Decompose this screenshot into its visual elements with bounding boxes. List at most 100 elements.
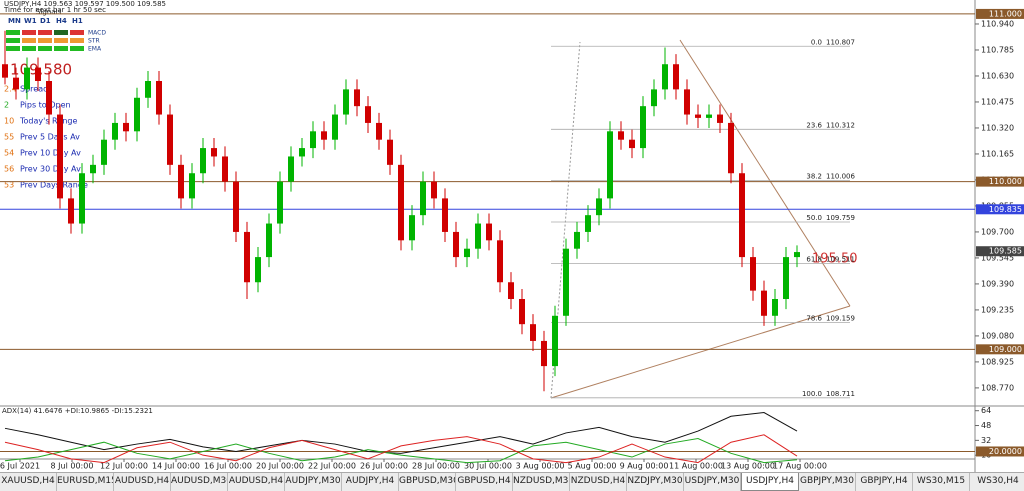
candle-body (255, 257, 261, 283)
candle-body (464, 248, 470, 258)
tab[interactable]: GBPUSD,M30 (399, 473, 456, 491)
candle-body (321, 131, 327, 140)
y-tick-label: 109.390 (981, 279, 1014, 288)
tab[interactable]: WS30,M15 (913, 473, 970, 491)
stat-number: 56 (4, 165, 14, 174)
tab[interactable]: GBPJPY,M30 (799, 473, 856, 491)
trend-line (679, 39, 851, 307)
candle-body (541, 340, 547, 367)
candle-body (332, 114, 338, 140)
candle-body (420, 181, 426, 216)
y-tick-label: 110.940 (981, 19, 1014, 28)
x-tick-label: 28 Jul 00:00 (412, 462, 460, 471)
candle-body (409, 215, 415, 241)
candle-body (46, 81, 52, 115)
candle-body (288, 156, 294, 182)
candle-body (662, 64, 668, 90)
tab[interactable]: EURUSD,M15 (57, 473, 114, 491)
chart: USDJPY,H4 109.563 109.597 109.500 109.58… (0, 0, 1024, 472)
stat-label: Prev Days Range (20, 181, 88, 190)
fib-price: 110.006 (826, 173, 855, 181)
y-tick-label: 32 (981, 436, 991, 445)
tab[interactable]: NZDUSD,M30 (513, 473, 570, 491)
indicator-line (4, 437, 798, 464)
x-tick-label: 5 Aug 00:00 (568, 462, 617, 471)
level-box (976, 344, 1024, 355)
stat-label: Prev 30 Day Av (20, 165, 81, 174)
y-tick-label: 110.630 (981, 71, 1014, 80)
y-tick-label: 110.785 (981, 45, 1014, 54)
candle-body (79, 173, 85, 224)
x-tick-label: 9 Aug 00:00 (620, 462, 669, 471)
candle-body (607, 131, 613, 199)
stat-label: Spread (20, 85, 48, 94)
fib-price: 110.312 (826, 121, 855, 129)
candle-body (178, 164, 184, 199)
candle-body (2, 64, 8, 78)
stat-number: 55 (4, 133, 14, 142)
y-tick-label: 110.320 (981, 123, 1014, 132)
candle-body (310, 131, 316, 149)
candle-body (266, 223, 272, 258)
candle-body (739, 173, 745, 258)
stat-number: 54 (4, 149, 14, 158)
fib-price: 109.159 (826, 315, 855, 323)
candle-body (211, 148, 217, 157)
indicator-line (4, 412, 798, 454)
tab[interactable]: NZDUSD,H4 (570, 473, 627, 491)
candle-body (728, 122, 734, 174)
trend-line (550, 305, 851, 399)
tab[interactable]: XAUUSD,H4 (0, 473, 57, 491)
candle-body (431, 181, 437, 199)
x-tick-label: 16 Jul 00:00 (204, 462, 252, 471)
candle-body (156, 81, 162, 115)
tab[interactable]: USDJPY,M30 (684, 473, 741, 491)
candle-body (112, 122, 118, 140)
signal-label: STR (88, 38, 100, 45)
x-tick-label: 3 Aug 00:00 (516, 462, 565, 471)
price-label: 109.580 (10, 61, 72, 79)
tab[interactable]: AUDUSD,M30 (171, 473, 228, 491)
candle-body (398, 164, 404, 241)
candle-body (761, 290, 767, 316)
candle-body (244, 231, 250, 283)
fib-level: 78.6 (806, 315, 822, 323)
stat-number: 53 (4, 181, 14, 190)
tab[interactable]: AUDJPY,H4 (342, 473, 399, 491)
indicator-title: ADX(14) 41.6476 +DI:10.9865 -DI:15.2321 (2, 407, 153, 415)
candle-body (57, 114, 63, 199)
tab[interactable]: NZDJPY,M30 (627, 473, 684, 491)
candle-body (563, 248, 569, 316)
tab[interactable]: AUDJPY,M30 (285, 473, 342, 491)
last-price-box (976, 246, 1024, 257)
candle-body (365, 106, 371, 123)
tab[interactable]: AUDUSD,H4 (114, 473, 171, 491)
tab[interactable]: GBPJPY,H4 (856, 473, 913, 491)
stat-label: Pips to Open (20, 101, 71, 110)
candle-body (453, 231, 459, 258)
y-tick-label: 64 (981, 406, 991, 415)
candle-body (530, 324, 536, 341)
tab[interactable]: AUDUSD,H4 (228, 473, 285, 491)
x-tick-label: 17 Aug 00:00 (773, 462, 827, 471)
candle-body (783, 257, 789, 300)
fib-price: 110.807 (826, 38, 855, 46)
candle-body (475, 223, 481, 249)
tab[interactable]: WS30,H4 (970, 473, 1024, 491)
candle-body (706, 114, 712, 118)
candle-body (497, 240, 503, 283)
candle-body (629, 139, 635, 149)
candle-body (618, 131, 624, 140)
tab[interactable]: USDJPY,H4 (741, 473, 799, 491)
candle-body (200, 148, 206, 174)
signal-label: EMA (88, 46, 102, 53)
x-tick-label: 12 Jul 00:00 (100, 462, 148, 471)
y-tick-label: 110.165 (981, 149, 1014, 158)
candle-body (519, 299, 525, 325)
tab-bar: XAUUSD,H4 EURUSD,M15 AUDUSD,H4 AUDUSD,M30 AU… (0, 472, 1024, 491)
fib-level: 23.6 (806, 121, 822, 129)
level-label: 111.000 (989, 9, 1022, 18)
candle-body (695, 114, 701, 118)
candle-body (640, 106, 646, 149)
tab[interactable]: GBPUSD,H4 (456, 473, 513, 491)
